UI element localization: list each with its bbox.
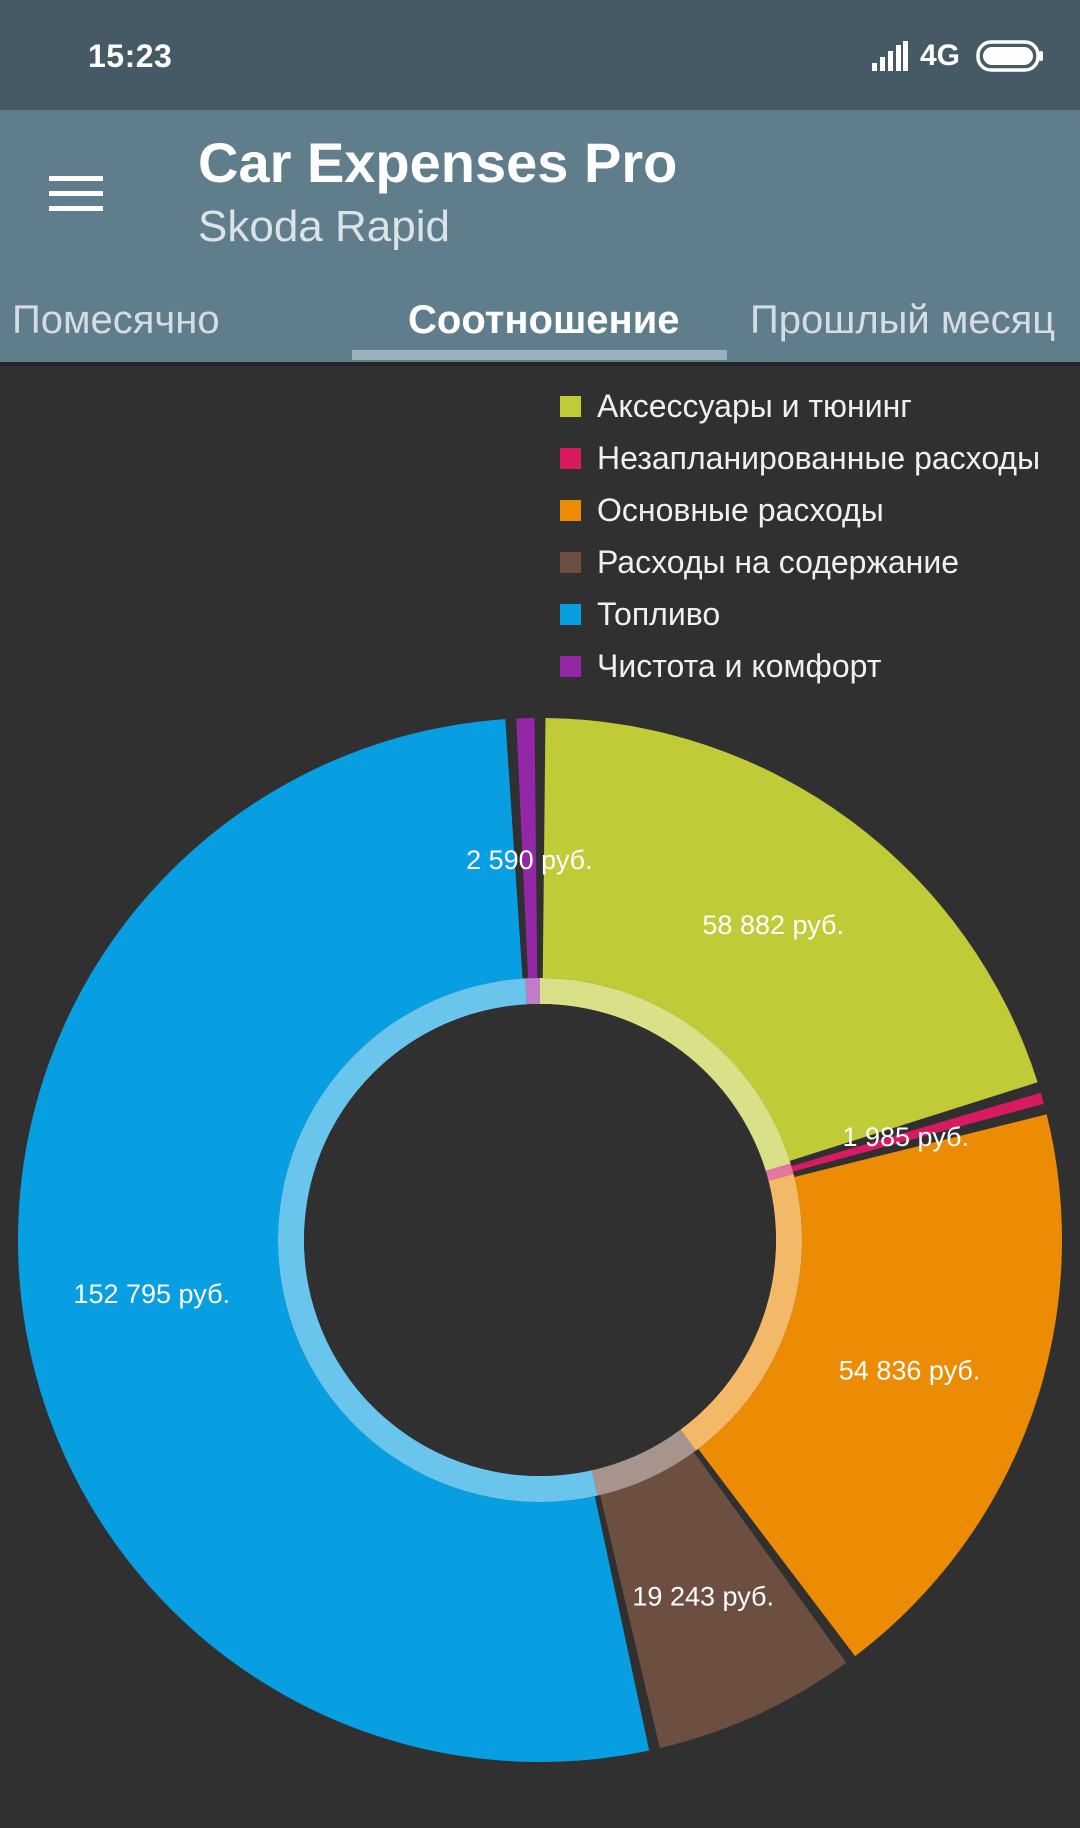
legend-swatch xyxy=(560,447,581,469)
network-type: 4G xyxy=(919,39,960,72)
pie-slice-value-label: 152 795 руб. xyxy=(73,1279,230,1309)
pie-slice-inner-ring-tint xyxy=(591,1429,696,1496)
pie-slice[interactable] xyxy=(791,1092,1044,1172)
pie-slice-inner-ring xyxy=(680,1174,802,1451)
legend-label: Аксессуары и тюнинг xyxy=(597,387,912,424)
app-title: Car Expenses Pro xyxy=(198,131,678,194)
legend-label: Топливо xyxy=(597,595,721,632)
tab-last-month[interactable]: Прошлый месяц xyxy=(750,298,1056,342)
pie-slice[interactable] xyxy=(698,1114,1062,1657)
legend-item: Топливо xyxy=(560,588,1070,640)
status-time: 15:23 xyxy=(88,38,173,74)
status-bar: 15:23 4G xyxy=(0,0,1080,110)
pie-slice-value-label: 54 836 руб. xyxy=(839,1356,981,1386)
pie-slice-value-label: 58 882 руб. xyxy=(702,910,844,940)
pie-slice[interactable] xyxy=(516,718,538,979)
pie-slice-inner-ring xyxy=(765,1163,794,1181)
pie-slice-inner-ring-tint xyxy=(765,1163,794,1181)
app-bar: Car Expenses Pro Skoda Rapid Помесячно С… xyxy=(0,110,1080,364)
chart-slices xyxy=(18,718,1062,1763)
legend-item: Аксессуары и тюнинг xyxy=(560,380,1070,432)
chart-legend: Аксессуары и тюнинг Незапланированные ра… xyxy=(560,380,1070,692)
legend-item: Чистота и комфорт xyxy=(560,640,1070,692)
legend-item: Незапланированные расходы xyxy=(560,432,1070,484)
tab-bar-shadow xyxy=(0,362,1080,366)
chart-inner-ring xyxy=(278,978,802,1503)
pie-slice[interactable] xyxy=(18,719,650,1763)
legend-label: Незапланированные расходы xyxy=(597,439,1041,476)
pie-slice-inner-ring xyxy=(540,978,791,1172)
status-icons: 4G xyxy=(871,34,1044,78)
legend-swatch xyxy=(560,499,581,521)
signal-icon xyxy=(871,41,908,71)
legend-label: Чистота и комфорт xyxy=(597,647,882,684)
legend-swatch xyxy=(560,395,581,417)
legend-item: Расходы на содержание xyxy=(560,536,1070,588)
legend-swatch xyxy=(560,655,581,677)
pie-slice-value-label: 19 243 руб. xyxy=(632,1581,774,1611)
legend-swatch xyxy=(560,603,581,625)
tab-ratio[interactable]: Соотношение xyxy=(408,298,680,342)
chart-value-labels: 58 882 руб. 1 985 руб. 54 836 руб. 19 243 р… xyxy=(73,845,980,1611)
pie-slice[interactable] xyxy=(542,718,1038,1161)
menu-button[interactable] xyxy=(36,154,116,234)
legend-item: Основные расходы xyxy=(560,484,1070,536)
legend-label: Основные расходы xyxy=(597,491,884,528)
tab-active-indicator xyxy=(352,350,727,360)
pie-slice-inner-ring xyxy=(525,978,540,1005)
pie-slice-inner-ring-tint xyxy=(525,978,540,1005)
legend-swatch xyxy=(560,551,581,573)
hamburger-menu-icon xyxy=(49,176,103,211)
car-name: Skoda Rapid xyxy=(198,202,450,251)
tab-bar: Помесячно Соотношение Прошлый месяц xyxy=(0,286,1080,364)
pie-slice-value-label: 2 590 руб. xyxy=(466,845,593,875)
pie-slice-inner-ring-tint xyxy=(680,1174,802,1451)
pie-slice[interactable] xyxy=(600,1452,847,1749)
tab-monthly[interactable]: Помесячно xyxy=(12,298,220,342)
battery-icon xyxy=(976,40,1043,72)
pie-slice-value-label: 1 985 руб. xyxy=(842,1122,969,1152)
legend-label: Расходы на содержание xyxy=(597,543,959,580)
pie-slice-inner-ring xyxy=(591,1429,696,1496)
pie-slice-inner-ring-tint xyxy=(540,978,791,1172)
chart-hole xyxy=(304,1004,776,1476)
